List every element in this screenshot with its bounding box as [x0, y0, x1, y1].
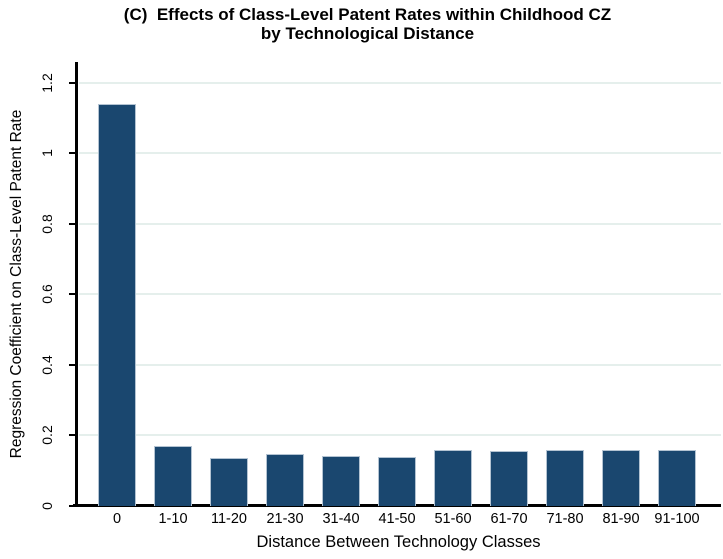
x-tick-label-31-40: 31-40: [322, 511, 360, 527]
y-axis-line: [75, 62, 78, 507]
x-tick-label-81-90: 81-90: [602, 511, 640, 527]
x-tick-label-51-60: 51-60: [434, 511, 472, 527]
x-tick-label-41-50: 41-50: [378, 511, 416, 527]
x-tick-label-21-30: 21-30: [266, 511, 304, 527]
chart-title: (C) Effects of Class-Level Patent Rates …: [12, 5, 723, 43]
y-tick-label-0.6: 0.6: [39, 284, 55, 305]
y-tick-label-0.4: 0.4: [39, 355, 55, 375]
y-tick-mark-0.6: [69, 293, 78, 296]
x-tick-label-71-80: 71-80: [546, 511, 584, 527]
gridline-y-0.2: [79, 434, 721, 437]
bar-41-50: [378, 456, 416, 506]
bar-21-30: [266, 454, 304, 506]
bar-31-40: [322, 456, 360, 506]
gridline-y-0.8: [79, 222, 721, 225]
y-tick-mark-0.2: [69, 434, 78, 437]
bar-61-70: [490, 451, 528, 506]
x-tick-label-0: 0: [112, 511, 122, 527]
y-tick-mark-1.2: [69, 81, 78, 84]
gridline-y-1: [79, 152, 721, 155]
bar-1-10: [154, 446, 192, 506]
chart-title-line1: (C) Effects of Class-Level Patent Rates …: [123, 5, 612, 24]
gridline-y-0.6: [79, 293, 721, 296]
y-tick-label-1: 1: [39, 149, 55, 158]
y-tick-mark-0.8: [69, 222, 78, 225]
y-tick-label-0.2: 0.2: [39, 425, 55, 446]
y-tick-label-1.2: 1.2: [39, 72, 55, 93]
x-tick-label-91-100: 91-100: [654, 511, 700, 527]
chart-title-line2: by Technological Distance: [260, 24, 475, 43]
bar-91-100: [658, 449, 696, 506]
x-tick-label-61-70: 61-70: [490, 511, 528, 527]
bar-0: [98, 103, 136, 506]
bar-11-20: [210, 458, 248, 506]
x-tick-label-1-10: 1-10: [158, 511, 188, 527]
x-axis-title: Distance Between Technology Classes: [256, 533, 541, 551]
x-tick-label-11-20: 11-20: [210, 511, 248, 527]
gridline-y-1.2: [79, 81, 721, 84]
y-axis-title: Regression Coefficient on Class-Level Pa…: [8, 109, 25, 459]
y-tick-label-0: 0: [39, 502, 55, 510]
y-tick-label-0.8: 0.8: [39, 214, 55, 234]
bar-71-80: [546, 450, 584, 506]
y-tick-mark-1: [69, 152, 78, 155]
bar-51-60: [434, 449, 472, 506]
gridline-y-0.4: [79, 363, 721, 366]
y-tick-mark-0.4: [69, 363, 78, 366]
y-tick-mark-0: [69, 505, 78, 507]
bar-81-90: [602, 449, 640, 506]
